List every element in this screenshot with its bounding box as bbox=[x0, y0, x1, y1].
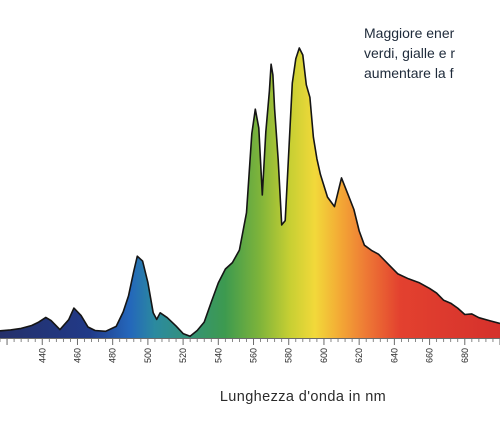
annotation-text: Maggiore ener verdi, gialle e r aumentar… bbox=[364, 25, 455, 81]
x-tick-label: 580 bbox=[284, 348, 294, 363]
x-tick-label: 480 bbox=[108, 348, 118, 363]
x-tick-label: 620 bbox=[354, 348, 364, 363]
x-tick-label: 680 bbox=[460, 348, 470, 363]
x-tick-label: 500 bbox=[143, 348, 153, 363]
x-tick-label: 540 bbox=[213, 348, 223, 363]
x-axis-title: Lunghezza d'onda in nm bbox=[220, 389, 386, 405]
x-axis-ticks: 440 460 480 500 520 540 560 580 600 620 640 660 680 bbox=[0, 338, 500, 363]
x-tick-label: 600 bbox=[319, 348, 329, 363]
x-tick-label: 460 bbox=[73, 348, 83, 363]
spectrum-outline-0 bbox=[0, 47, 500, 338]
annotation-line-2: verdi, gialle e r bbox=[364, 45, 455, 61]
annotation-line-3: aumentare la f bbox=[364, 65, 454, 81]
spectrum-area-0 bbox=[0, 48, 500, 338]
x-tick-label: 520 bbox=[178, 348, 188, 363]
annotation-line-1: Maggiore ener bbox=[364, 25, 455, 41]
x-tick-label: 560 bbox=[249, 348, 259, 363]
x-tick-label: 660 bbox=[425, 348, 435, 363]
x-tick-label: 440 bbox=[37, 348, 47, 363]
plot-area bbox=[0, 47, 500, 338]
x-tick-label: 640 bbox=[389, 348, 399, 363]
